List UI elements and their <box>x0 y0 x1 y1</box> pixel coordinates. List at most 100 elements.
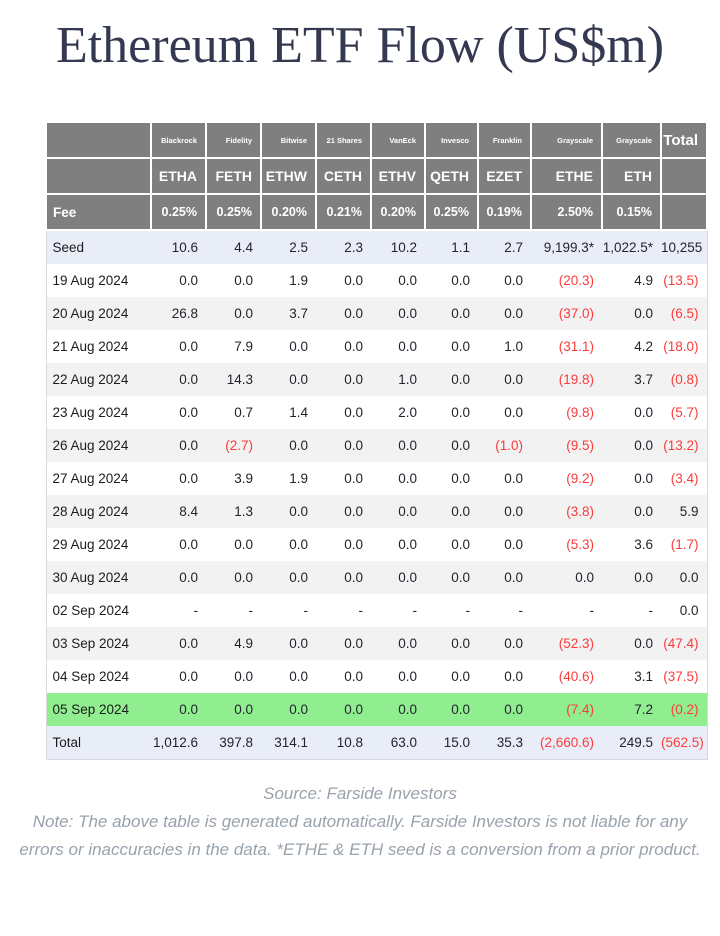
data-cell: 0.0 <box>602 561 661 594</box>
data-cell: (37.5) <box>661 660 707 693</box>
data-cell: (2.7) <box>206 429 261 462</box>
data-cell: (2,660.6) <box>531 726 602 760</box>
data-cell: (6.5) <box>661 297 707 330</box>
data-cell: 1,022.5* <box>602 230 661 264</box>
ticker-header-ethv: ETHV <box>370 157 426 195</box>
table-row: Seed 10.6 4.4 2.5 2.3 10.2 1.1 2.7 9,199.3* 1,022… <box>46 230 707 264</box>
ticker-header-etha: ETHA <box>150 157 207 195</box>
footer: Source: Farside Investors Note: The abov… <box>0 784 720 878</box>
ticker-header-total-empty <box>660 157 708 195</box>
data-cell: 0.7 <box>206 396 261 429</box>
data-cell: 0.0 <box>478 660 531 693</box>
row-label: 19 Aug 2024 <box>46 264 151 297</box>
data-cell: 1.0 <box>478 330 531 363</box>
data-cell: 0.0 <box>316 429 371 462</box>
table-row: 21 Aug 2024 0.0 7.9 0.0 0.0 0.0 0.0 1.0 (31.1) 4.… <box>46 330 707 363</box>
data-cell: - <box>531 594 602 627</box>
data-cell: 0.0 <box>371 660 425 693</box>
table-row: 22 Aug 2024 0.0 14.3 0.0 0.0 1.0 0.0 0.0 (19.8) 3… <box>46 363 707 396</box>
data-cell: (20.3) <box>531 264 602 297</box>
data-cell: 4.9 <box>206 627 261 660</box>
row-label: 26 Aug 2024 <box>46 429 151 462</box>
fee-total-empty <box>660 193 708 231</box>
data-cell: 0.0 <box>316 495 371 528</box>
data-cell: 7.9 <box>206 330 261 363</box>
data-cell: 0.0 <box>261 495 316 528</box>
fee-value-ethw: 0.20% <box>260 193 317 231</box>
data-cell: - <box>316 594 371 627</box>
data-cell: 0.0 <box>602 462 661 495</box>
data-cell: 0.0 <box>316 561 371 594</box>
table-row: 03 Sep 2024 0.0 4.9 0.0 0.0 0.0 0.0 0.0 (52.3) 0.… <box>46 627 707 660</box>
data-cell: 0.0 <box>151 429 206 462</box>
data-cell: 0.0 <box>316 528 371 561</box>
data-cell: 0.0 <box>261 627 316 660</box>
ticker-header-eth: ETH <box>601 157 662 195</box>
table-row: 23 Aug 2024 0.0 0.7 1.4 0.0 2.0 0.0 0.0 (9.8) 0.0… <box>46 396 707 429</box>
fee-value-ceth: 0.21% <box>315 193 372 231</box>
row-label: 27 Aug 2024 <box>46 462 151 495</box>
data-cell: 0.0 <box>261 528 316 561</box>
data-cell: 0.0 <box>151 330 206 363</box>
fee-value-feth: 0.25% <box>205 193 262 231</box>
data-cell: 10.6 <box>151 230 206 264</box>
data-cell: 0.0 <box>316 363 371 396</box>
data-cell: 0.0 <box>478 561 531 594</box>
data-cell: 0.0 <box>425 660 478 693</box>
data-cell: 0.0 <box>261 429 316 462</box>
data-cell: 2.7 <box>478 230 531 264</box>
data-cell: 0.0 <box>478 693 531 726</box>
data-cell: 1.3 <box>206 495 261 528</box>
data-cell: 35.3 <box>478 726 531 760</box>
data-cell: - <box>371 594 425 627</box>
header-row-issuers: Blackrock Fidelity Bitwise 21 Shares VanEck I… <box>45 121 708 159</box>
row-label: 21 Aug 2024 <box>46 330 151 363</box>
data-cell: 1.9 <box>261 264 316 297</box>
etf-flow-table: Blackrock Fidelity Bitwise 21 Shares VanEck I… <box>45 121 708 760</box>
fee-value-ezet: 0.19% <box>477 193 532 231</box>
total-column-header: Total <box>660 121 708 159</box>
data-cell: 0.0 <box>371 693 425 726</box>
data-cell: 0.0 <box>425 693 478 726</box>
data-cell: 1.4 <box>261 396 316 429</box>
data-cell: 1.0 <box>371 363 425 396</box>
data-cell: 0.0 <box>371 264 425 297</box>
data-cell: 2.3 <box>316 230 371 264</box>
data-cell: (19.8) <box>531 363 602 396</box>
data-cell: 0.0 <box>206 660 261 693</box>
table-row: 29 Aug 2024 0.0 0.0 0.0 0.0 0.0 0.0 0.0 (5.3) 3.6… <box>46 528 707 561</box>
data-cell: 0.0 <box>425 330 478 363</box>
data-cell: 0.0 <box>151 528 206 561</box>
ticker-header-ceth: CETH <box>315 157 372 195</box>
data-cell: 0.0 <box>425 429 478 462</box>
data-cell: 2.5 <box>261 230 316 264</box>
data-cell: 3.9 <box>206 462 261 495</box>
fee-row-label: Fee <box>45 193 152 231</box>
table-row: 04 Sep 2024 0.0 0.0 0.0 0.0 0.0 0.0 0.0 (40.6) 3.… <box>46 660 707 693</box>
data-cell: 0.0 <box>371 495 425 528</box>
ticker-header-qeth: QETH <box>424 157 479 195</box>
page-title: Ethereum ETF Flow (US$m) <box>55 17 665 74</box>
ticker-header-ezet: EZET <box>477 157 532 195</box>
data-cell: 0.0 <box>151 396 206 429</box>
data-cell: 2.0 <box>371 396 425 429</box>
data-cell: 0.0 <box>602 495 661 528</box>
data-cell: 0.0 <box>425 396 478 429</box>
data-cell: 0.0 <box>478 528 531 561</box>
table-row: 27 Aug 2024 0.0 3.9 1.9 0.0 0.0 0.0 0.0 (9.2) 0.0… <box>46 462 707 495</box>
data-cell: 0.0 <box>425 561 478 594</box>
ticker-header-feth: FETH <box>205 157 262 195</box>
data-cell: 0.0 <box>478 462 531 495</box>
issuer-header-etha: Blackrock <box>150 121 207 159</box>
data-cell: (37.0) <box>531 297 602 330</box>
data-cell: 9,199.3* <box>531 230 602 264</box>
data-cell: 0.0 <box>661 594 707 627</box>
data-cell: 0.0 <box>425 495 478 528</box>
data-cell: - <box>206 594 261 627</box>
source-text: Source: Farside Investors <box>263 784 457 803</box>
data-cell: 0.0 <box>316 693 371 726</box>
data-cell: (13.2) <box>661 429 707 462</box>
data-cell: 0.0 <box>151 462 206 495</box>
issuer-header-ethe: Grayscale <box>530 121 603 159</box>
data-cell: 1.1 <box>425 230 478 264</box>
